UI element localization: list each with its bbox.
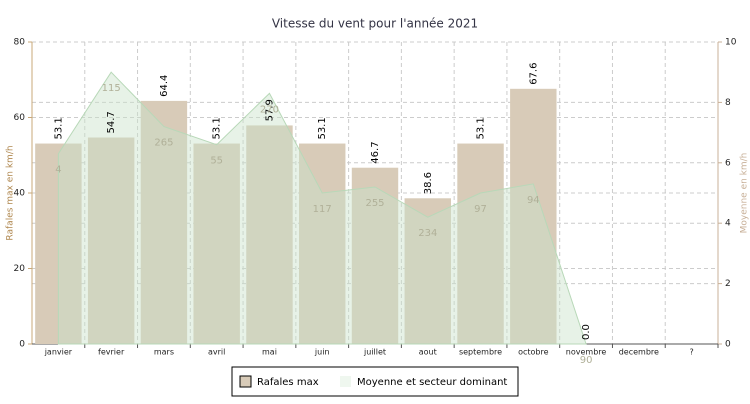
sector-label: 55	[210, 156, 223, 167]
y2-axis-label: Moyenne en km/h	[740, 153, 750, 234]
x-tick-label: mai	[262, 348, 277, 357]
sector-label: 117	[313, 204, 332, 215]
sector-label: 97	[474, 204, 487, 215]
bar	[351, 167, 399, 344]
bar	[246, 125, 293, 345]
chart-title: Vitesse du vent pour l'année 2021	[272, 17, 478, 31]
legend	[231, 366, 519, 397]
y-tick-label: 60	[14, 113, 26, 123]
value-label: 54.7	[106, 111, 117, 133]
bar	[510, 88, 557, 344]
sector-label: 270	[260, 104, 279, 115]
y2-tick-label: 10	[725, 38, 737, 48]
x-tick-label: ?	[689, 348, 693, 357]
y2-tick-label: 8	[725, 98, 731, 108]
value-label: 53.1	[476, 117, 487, 139]
value-label: 53.1	[53, 117, 64, 139]
bar	[457, 143, 504, 344]
sector-label: 4	[55, 165, 61, 176]
sector-label: 94	[527, 195, 540, 206]
bar	[299, 143, 346, 344]
x-tick-label: juillet	[363, 348, 386, 357]
sector-label: 90	[580, 355, 593, 366]
legend-label: Rafales max	[257, 377, 319, 388]
x-tick-label: septembre	[459, 348, 502, 357]
y2-tick-label: 0	[725, 340, 731, 350]
y-tick-label: 40	[14, 189, 26, 199]
y-tick-label: 20	[14, 264, 26, 274]
value-label: 46.7	[370, 141, 381, 163]
legend-label: Moyenne et secteur dominant	[357, 377, 507, 388]
value-label: 53.1	[212, 117, 223, 139]
x-tick-label: decembre	[619, 348, 659, 357]
legend-swatch	[239, 375, 252, 388]
sector-label: 115	[102, 83, 121, 94]
y2-tick-label: 6	[725, 158, 731, 168]
value-label: 57.9	[264, 99, 275, 121]
x-tick-label: juin	[314, 348, 330, 357]
bar	[404, 198, 451, 344]
x-tick-label: novembre	[566, 348, 607, 357]
value-label: 64.4	[159, 75, 170, 97]
sector-label: 255	[365, 198, 384, 209]
y-tick-label: 0	[19, 340, 25, 350]
legend-swatch	[340, 376, 351, 387]
x-tick-label: avril	[208, 348, 225, 357]
value-label: 53.1	[317, 117, 328, 139]
value-label: 67.6	[528, 63, 539, 85]
y2-tick-label: 4	[725, 219, 731, 229]
value-label: 0.0	[581, 324, 592, 340]
value-label: 38.6	[423, 172, 434, 194]
bar	[140, 100, 188, 344]
x-tick-label: mars	[154, 348, 174, 357]
x-tick-label: janvier	[44, 348, 73, 357]
y-axis-label: Rafales max en km/h	[6, 145, 16, 240]
bar	[193, 143, 240, 344]
x-tick-label: octobre	[518, 348, 549, 357]
x-tick-label: aout	[419, 348, 437, 357]
area	[57, 71, 587, 345]
y-tick-label: 80	[14, 38, 26, 48]
bar	[87, 137, 135, 344]
y2-tick-label: 2	[725, 279, 731, 289]
sector-label: 234	[418, 228, 437, 239]
x-tick-label: fevrier	[98, 348, 125, 357]
sector-label: 265	[154, 138, 173, 149]
